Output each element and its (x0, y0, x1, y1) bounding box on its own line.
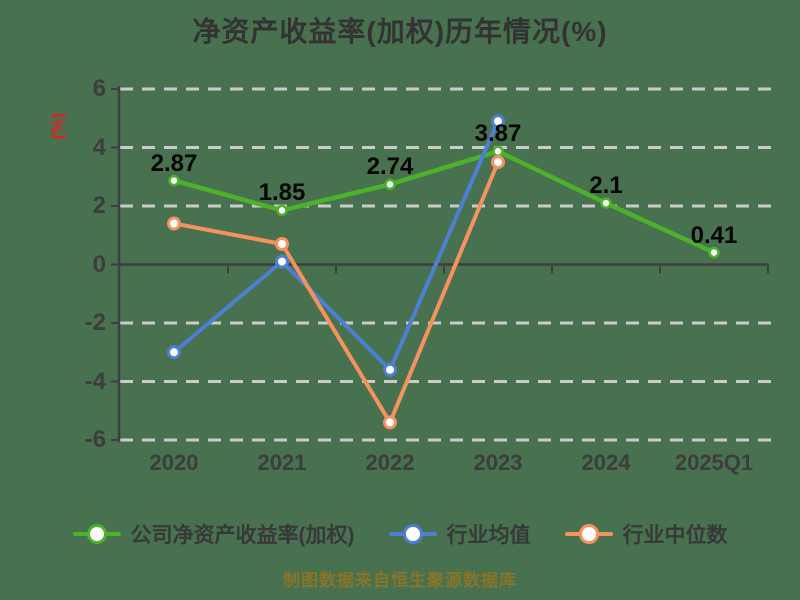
legend-label: 公司净资产收益率(加权) (130, 524, 355, 547)
y-tick-label: -6 (84, 426, 106, 453)
series-line (172, 160, 500, 425)
line-dot-marker-icon (72, 522, 121, 546)
data-point-label: 2.87 (150, 149, 198, 177)
data-point (383, 362, 397, 377)
data-point (275, 254, 289, 269)
series-line (172, 119, 500, 372)
data-point-label: 0.41 (690, 221, 738, 249)
y-tick-label: -2 (84, 309, 106, 336)
line-dot-marker-icon (388, 522, 437, 546)
legend-item-industry-median[interactable]: 行业中位数 (564, 519, 728, 549)
y-tick-label: 6 (92, 75, 106, 102)
y-tick-label: 2 (92, 192, 106, 219)
data-point (167, 216, 181, 231)
data-point (600, 197, 612, 209)
data-point-label: 3.87 (474, 120, 522, 148)
legend-label: 行业中位数 (622, 524, 728, 547)
plot-area (111, 86, 780, 442)
series-line (171, 149, 717, 255)
data-point (491, 114, 505, 129)
data-point (384, 178, 396, 191)
y-tick-label: 0 (92, 251, 106, 278)
data-point (168, 174, 180, 187)
y-tick-label: -4 (84, 368, 106, 395)
x-tick-label: 2025Q1 (674, 450, 754, 475)
x-tick-label: 2020 (149, 450, 199, 475)
legend: 公司净资产收益率(加权) 行业均值 行业中位数 (0, 519, 800, 549)
chart-title: 净资产收益率(加权)历年情况(%) (192, 16, 608, 47)
data-point-label: 2.74 (366, 153, 414, 181)
legend-label: 行业均值 (446, 524, 531, 547)
data-point-label: 1.85 (258, 179, 306, 207)
x-tick-label: 2022 (365, 450, 415, 475)
data-point (383, 415, 397, 430)
data-point-label: 2.1 (589, 172, 623, 200)
x-tick-label: 2023 (473, 450, 523, 475)
data-point (491, 155, 505, 170)
line-dot-marker-icon (564, 522, 613, 546)
data-point (708, 246, 720, 259)
data-point (167, 345, 181, 360)
legend-item-company[interactable]: 公司净资产收益率(加权) (72, 519, 355, 549)
data-point (276, 204, 288, 217)
x-tick-label: 2021 (257, 450, 307, 475)
data-source-note: 制图数据来自恒生聚源数据库 (283, 571, 517, 590)
data-point (275, 237, 289, 251)
y-tick-label: 4 (92, 134, 106, 161)
x-tick-label: 2024 (581, 450, 631, 475)
legend-item-industry-mean[interactable]: 行业均值 (388, 519, 531, 549)
